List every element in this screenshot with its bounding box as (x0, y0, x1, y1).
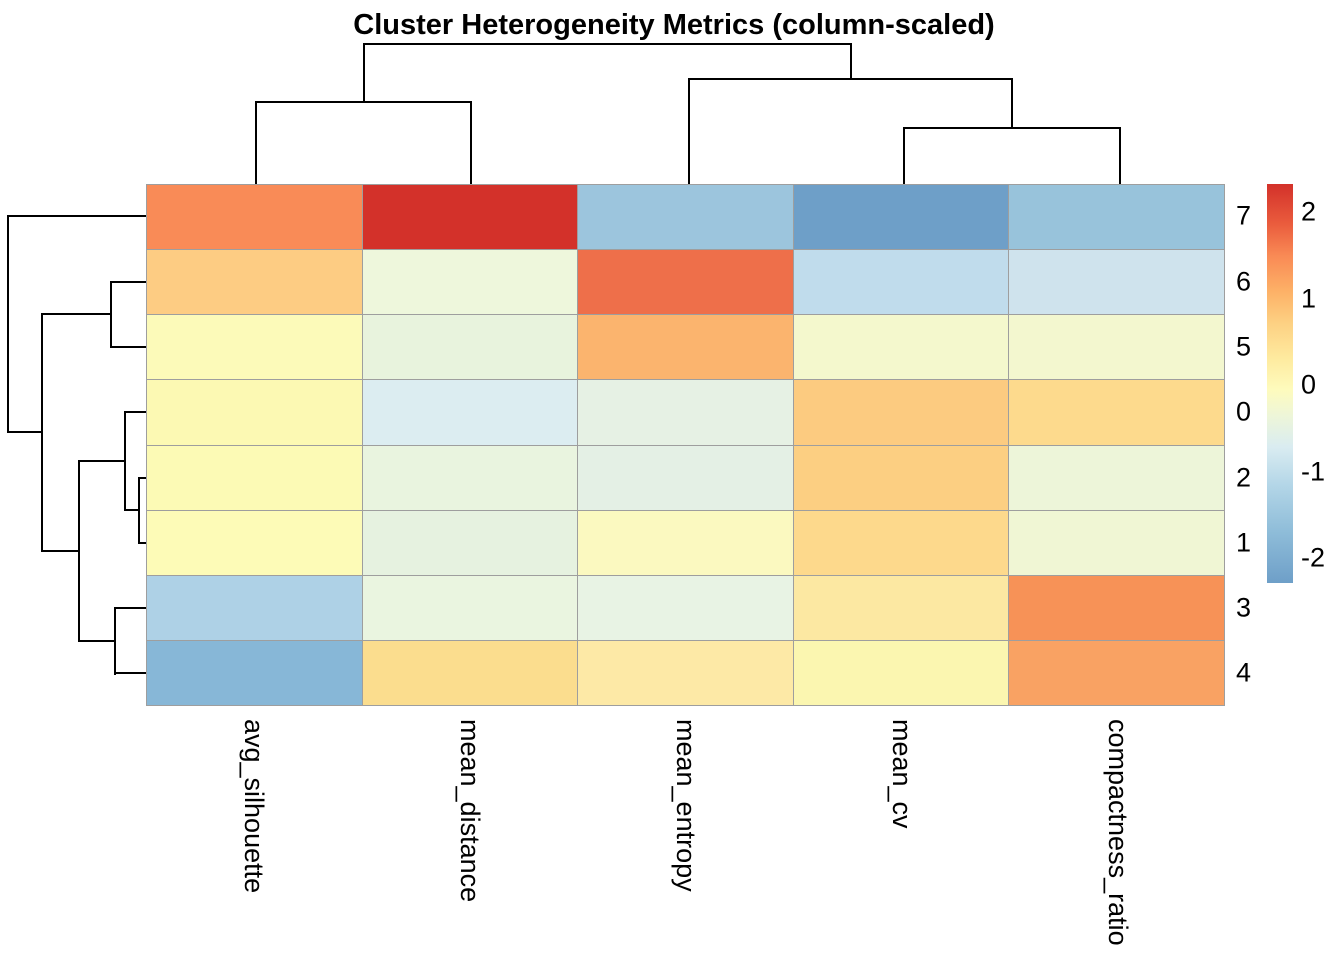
heatmap-cell-row0-compactness_ratio (1009, 380, 1224, 445)
column-label-compactness_ratio: compactness_ratio (1103, 719, 1133, 946)
column-dendrogram-segment (688, 78, 690, 184)
heatmap-cell-row3-avg_silhouette (147, 575, 362, 640)
heatmap-cell-row7-mean_distance (362, 185, 578, 250)
row-dendrogram-segment (7, 431, 43, 433)
heatmap-cell-row5-compactness_ratio (1009, 315, 1224, 380)
heatmap-grid (146, 184, 1225, 706)
heatmap-cell-row0-mean_distance (362, 380, 578, 445)
column-dendrogram-segment (363, 43, 365, 103)
heatmap-cell-row7-mean_entropy (578, 185, 793, 250)
column-label-mean_distance: mean_distance (455, 719, 485, 903)
column-dendrogram-segment (255, 101, 257, 184)
row-dendrogram-segment (138, 477, 140, 544)
row-dendrogram-segment (138, 477, 146, 479)
heatmap-cell-row2-mean_distance (362, 445, 578, 510)
row-dendrogram-segment (78, 640, 114, 642)
column-dendrogram-segment (363, 43, 852, 45)
heatmap-cell-row6-mean_distance (362, 250, 578, 315)
chart-title: Cluster Heterogeneity Metrics (column-sc… (353, 9, 995, 41)
heatmap-cell-row2-mean_entropy (578, 445, 793, 510)
heatmap-cell-row4-mean_distance (362, 640, 578, 705)
row-dendrogram-segment (7, 215, 146, 217)
row-dendrogram-segment (114, 607, 146, 609)
heatmap-cell-row7-mean_cv (793, 185, 1009, 250)
row-dendrogram-segment (41, 313, 43, 552)
legend-tick--1: -1 (1301, 456, 1326, 486)
column-dendrogram-segment (688, 78, 1013, 80)
row-dendrogram-segment (110, 346, 146, 348)
heatmap-cell-row1-mean_distance (362, 510, 578, 575)
row-label-4: 4 (1236, 657, 1252, 688)
heatmap-cell-row3-mean_distance (362, 575, 578, 640)
heatmap-cell-row0-mean_entropy (578, 380, 793, 445)
heatmap-cell-row7-avg_silhouette (147, 185, 362, 250)
row-dendrogram-segment (41, 550, 78, 552)
row-label-6: 6 (1236, 266, 1252, 297)
heatmap-cell-row2-mean_cv (793, 445, 1009, 510)
column-dendrogram-segment (1011, 78, 1013, 129)
column-dendrogram-segment (1119, 127, 1121, 184)
heatmap-cell-row1-mean_cv (793, 510, 1009, 575)
row-label-2: 2 (1236, 462, 1252, 493)
row-dendrogram-segment (78, 460, 80, 642)
row-label-3: 3 (1236, 592, 1252, 623)
row-label-7: 7 (1236, 200, 1252, 231)
legend-tick-0: 0 (1301, 369, 1317, 400)
row-label-5: 5 (1236, 331, 1252, 362)
heatmap-cell-row4-mean_cv (793, 640, 1009, 705)
heatmap-cell-row3-compactness_ratio (1009, 575, 1224, 640)
row-label-0: 0 (1236, 396, 1252, 427)
column-dendrogram-segment (255, 101, 472, 103)
column-label-mean_entropy: mean_entropy (671, 719, 701, 892)
heatmap-cell-row5-mean_distance (362, 315, 578, 380)
row-dendrogram-segment (110, 281, 146, 283)
row-dendrogram-segment (124, 411, 146, 413)
row-label-1: 1 (1236, 527, 1252, 558)
column-dendrogram-segment (850, 43, 852, 80)
color-scale-legend (1267, 184, 1293, 583)
heatmap-cell-row5-mean_entropy (578, 315, 793, 380)
heatmap-cell-row6-mean_cv (793, 250, 1009, 315)
heatmap-cell-row1-avg_silhouette (147, 510, 362, 575)
heatmap-cell-row6-compactness_ratio (1009, 250, 1224, 315)
heatmap-cell-row1-compactness_ratio (1009, 510, 1224, 575)
row-dendrogram-segment (41, 313, 110, 315)
heatmap-cell-row3-mean_cv (793, 575, 1009, 640)
column-label-avg_silhouette: avg_silhouette (239, 719, 269, 894)
row-dendrogram-segment (124, 411, 126, 511)
heatmap-cell-row4-compactness_ratio (1009, 640, 1224, 705)
column-label-mean_cv: mean_cv (887, 719, 917, 829)
heatmap-cell-row5-avg_silhouette (147, 315, 362, 380)
row-dendrogram-segment (114, 672, 146, 674)
heatmap-cell-row2-compactness_ratio (1009, 445, 1224, 510)
column-dendrogram-segment (470, 101, 472, 184)
row-dendrogram-segment (138, 542, 146, 544)
heatmap-cell-row1-mean_entropy (578, 510, 793, 575)
heatmap-cell-row5-mean_cv (793, 315, 1009, 380)
row-dendrogram-segment (7, 215, 9, 433)
heatmap-cell-row6-mean_entropy (578, 250, 793, 315)
legend-tick-2: 2 (1301, 196, 1317, 227)
row-dendrogram-segment (124, 509, 138, 511)
heatmap-cell-row2-avg_silhouette (147, 445, 362, 510)
column-dendrogram-segment (903, 127, 1121, 129)
column-dendrogram-segment (903, 127, 905, 184)
heatmap-cell-row0-avg_silhouette (147, 380, 362, 445)
legend-tick--2: -2 (1301, 542, 1326, 573)
heatmap-cell-row7-compactness_ratio (1009, 185, 1224, 250)
row-dendrogram-segment (78, 460, 124, 462)
heatmap-cell-row4-avg_silhouette (147, 640, 362, 705)
heatmap-cell-row3-mean_entropy (578, 575, 793, 640)
row-dendrogram-segment (110, 281, 112, 348)
heatmap-cell-row0-mean_cv (793, 380, 1009, 445)
row-dendrogram-segment (114, 607, 116, 675)
heatmap-cell-row6-avg_silhouette (147, 250, 362, 315)
legend-tick-1: 1 (1301, 283, 1317, 313)
heatmap-cell-row4-mean_entropy (578, 640, 793, 705)
